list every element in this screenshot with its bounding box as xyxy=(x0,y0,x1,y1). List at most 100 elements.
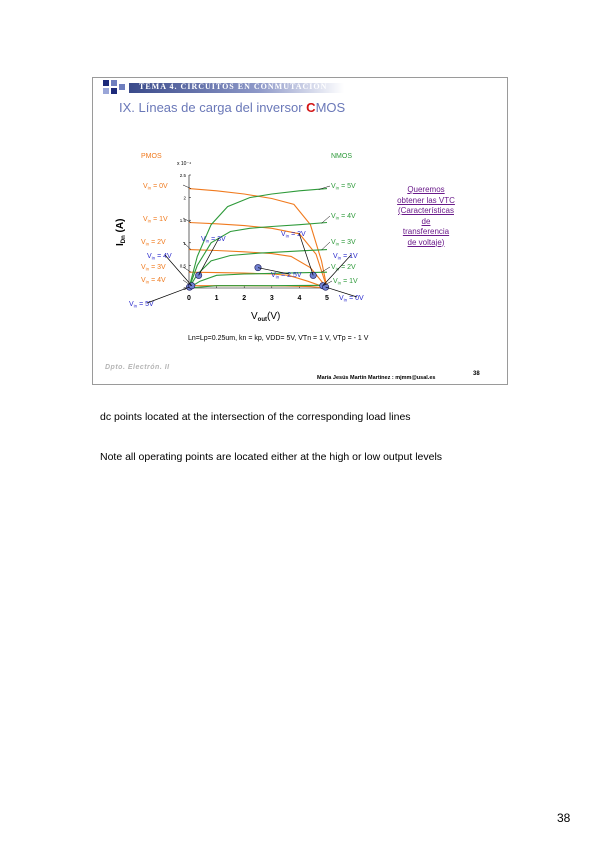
x-tick-label: 3 xyxy=(270,295,274,302)
label-v: V xyxy=(333,253,338,260)
y-multiplier: x 10⁻⁴ xyxy=(177,161,191,167)
nmos-curve xyxy=(188,188,328,289)
label-v: V xyxy=(141,239,146,246)
condition-text: Ln=Lp=0.25um, kn = kp, VDD= 5V, VTn = 1 … xyxy=(188,335,369,342)
label-sub: in xyxy=(336,216,340,221)
label-rest: = 4V xyxy=(339,213,356,220)
label-sub: in xyxy=(152,256,156,261)
pmos-leader-line xyxy=(182,241,192,250)
label-rest: = 5V xyxy=(137,301,154,308)
label-sub: in xyxy=(148,186,152,191)
label-sub: in xyxy=(338,281,342,286)
nmos-group-label: NMOS xyxy=(331,153,352,160)
label-sub: in xyxy=(146,280,150,285)
label-v: V xyxy=(143,183,148,190)
label-rest: = 3V xyxy=(339,239,356,246)
pmos-group-label: PMOS xyxy=(141,153,162,160)
label-v: V xyxy=(331,239,336,246)
x-axis-label-unit: (V) xyxy=(267,311,280,322)
pmos-vin-label: Vin = 1V xyxy=(143,216,168,224)
y-tick-label: 1.5 xyxy=(180,218,187,223)
label-sub: in xyxy=(336,242,340,247)
slide-title-rest: MOS xyxy=(315,100,346,115)
label-v: V xyxy=(141,264,146,271)
label-sub: in xyxy=(286,234,290,239)
page-number: 38 xyxy=(557,811,571,825)
point-leader-line xyxy=(298,232,314,276)
label-v: V xyxy=(331,213,336,220)
x-tick-label: 0 xyxy=(187,295,191,302)
nmos-leader-line xyxy=(321,241,331,251)
label-rest: = 2V xyxy=(289,231,306,238)
pmos-leader-line xyxy=(182,266,192,273)
point-leader-line xyxy=(198,237,220,276)
label-rest: = 0V xyxy=(151,183,168,190)
y-tick-label: 0.5 xyxy=(180,263,187,268)
label-rest: = 4V xyxy=(155,253,172,260)
point-vin-label: Vin = 3V xyxy=(201,236,226,244)
label-sub: in xyxy=(338,256,342,261)
label-v: V xyxy=(141,277,146,284)
y-axis-label-sub: Dn xyxy=(121,235,127,243)
label-v: V xyxy=(129,301,134,308)
x-tick-label: 2 xyxy=(242,295,246,302)
point-leader-line xyxy=(322,254,352,286)
x-axis-label: Vout(V) xyxy=(251,311,280,323)
label-sub: in xyxy=(336,267,340,272)
pmos-leader-line xyxy=(182,217,192,223)
slide-number: 38 xyxy=(473,371,480,377)
label-v: V xyxy=(339,295,344,302)
point-leader-line xyxy=(257,267,290,275)
label-v: V xyxy=(271,272,276,279)
label-sub: in xyxy=(336,186,340,191)
pmos-curve xyxy=(188,221,328,289)
label-v: V xyxy=(333,278,338,285)
nmos-curve xyxy=(188,284,328,289)
point-vin-label: Vin = 5V xyxy=(129,301,154,309)
nmos-leader-line xyxy=(318,185,331,190)
caption-2: Note all operating points are located ei… xyxy=(100,451,443,463)
x-tick-label: 1 xyxy=(215,295,219,302)
header-bar xyxy=(129,83,344,93)
slide: TEMA 4. CIRCUITOS EN CONMUTACIÓN IX. Lín… xyxy=(92,77,508,385)
nmos-leader-line xyxy=(324,280,333,286)
nmos-vin-label: Vin = 1V xyxy=(333,278,358,286)
x-axis-label-sub: out xyxy=(258,317,267,323)
nmos-curve xyxy=(188,271,328,289)
label-rest: = 1V xyxy=(341,278,358,285)
nmos-vin-label: Vin = 4V xyxy=(331,213,356,221)
label-v: V xyxy=(143,216,148,223)
label-rest: = 2V xyxy=(149,239,166,246)
vtc-note-line: obtener las VTC xyxy=(397,195,455,205)
label-sub: in xyxy=(344,298,348,303)
nmos-vin-label: Vin = 3V xyxy=(331,239,356,247)
label-rest: = 1V xyxy=(151,216,168,223)
label-sub: in xyxy=(276,275,280,280)
label-sub: in xyxy=(146,267,150,272)
x-tick-label: 5 xyxy=(325,295,329,302)
pmos-vin-label: Vin = 2V xyxy=(141,239,166,247)
nmos-vin-label: Vin = 5V xyxy=(331,183,356,191)
label-v: V xyxy=(331,183,336,190)
vtc-note-line: (Características xyxy=(397,206,454,215)
vtc-note: Queremos obtener las VTC (Característica… xyxy=(383,185,469,248)
caption-1: dc points located at the intersection of… xyxy=(100,411,411,423)
point-leader-line xyxy=(325,286,358,298)
point-leader-line xyxy=(146,286,190,304)
point-vin-label: Vin = 1V xyxy=(333,253,358,261)
label-rest: = 4V xyxy=(149,277,166,284)
label-rest: = 3V xyxy=(209,236,226,243)
nmos-leader-line xyxy=(321,266,331,273)
pmos-vin-label: Vin = 4V xyxy=(141,277,166,285)
label-v: V xyxy=(147,253,152,260)
y-tick-label: 1 xyxy=(183,241,186,246)
point-vin-label: Vin = 4V xyxy=(147,253,172,261)
label-v: V xyxy=(281,231,286,238)
pmos-curve xyxy=(188,271,328,289)
vtc-note-line: de voltaje) xyxy=(407,237,445,247)
pmos-vin-label: Vin = 3V xyxy=(141,264,166,272)
y-tick-label: 2.5 xyxy=(180,173,187,178)
vtc-note-line: Queremos xyxy=(407,185,445,194)
footer-author: María Jesús Martín Martínez : mjmm@usal.… xyxy=(317,375,436,381)
